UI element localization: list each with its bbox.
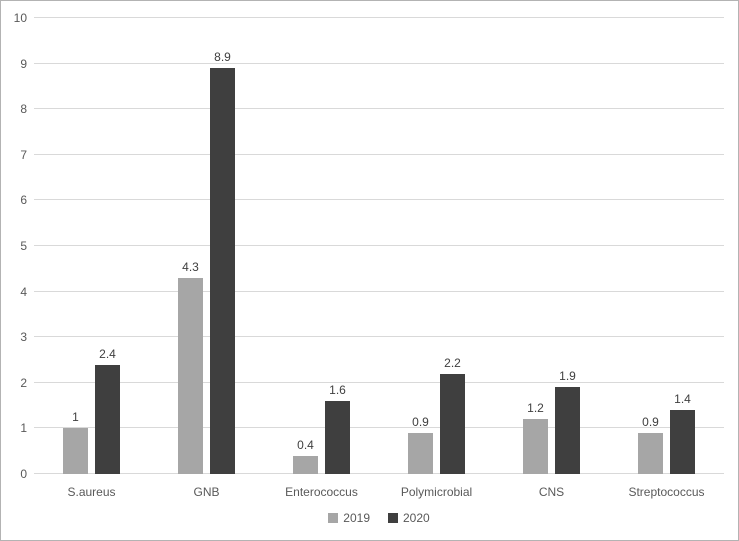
gridline-y-9 <box>34 63 724 64</box>
data-label-2019-s-aureus: 1 <box>72 410 79 424</box>
data-label-2019-gnb: 4.3 <box>182 260 199 274</box>
x-axis-category-label-enterococcus: Enterococcus <box>285 485 358 499</box>
data-label-2020-cns: 1.9 <box>559 369 576 383</box>
data-label-2020-gnb: 8.9 <box>214 50 231 64</box>
y-axis-tick-label-10: 10 <box>13 11 27 25</box>
bar-2019-enterococcus <box>293 456 318 474</box>
bar-2020-polymicrobial <box>440 374 465 474</box>
y-axis-tick-label-8: 8 <box>20 102 27 116</box>
bar-2019-polymicrobial <box>408 433 433 474</box>
data-label-2019-polymicrobial: 0.9 <box>412 415 429 429</box>
legend-item-2019: 2019 <box>328 511 370 525</box>
y-axis-tick-label-0: 0 <box>20 467 27 481</box>
data-label-2019-cns: 1.2 <box>527 401 544 415</box>
bar-2020-s-aureus <box>95 365 120 474</box>
x-axis-category-label-polymicrobial: Polymicrobial <box>400 485 473 499</box>
gridline-y-4 <box>34 291 724 292</box>
data-label-2019-enterococcus: 0.4 <box>297 438 314 452</box>
gridline-y-5 <box>34 245 724 246</box>
gridline-y-8 <box>34 108 724 109</box>
legend-label-2020: 2020 <box>403 511 430 525</box>
y-axis-tick-label-2: 2 <box>20 376 27 390</box>
data-label-2020-streptococcus: 1.4 <box>674 392 691 406</box>
y-axis-tick-label-9: 9 <box>20 57 27 71</box>
legend-swatch-2019 <box>328 513 339 523</box>
bar-2020-streptococcus <box>670 410 695 474</box>
legend: 2019 2020 <box>34 511 724 525</box>
data-label-2020-polymicrobial: 2.2 <box>444 356 461 370</box>
gridline-y-6 <box>34 199 724 200</box>
bar-2020-gnb <box>210 68 235 474</box>
y-axis-tick-label-7: 7 <box>20 148 27 162</box>
gridline-y-2 <box>34 382 724 383</box>
x-axis-category-label-s-aureus: S.aureus <box>67 485 116 499</box>
gridline-y-1 <box>34 427 724 428</box>
gridline-y-0 <box>34 473 724 474</box>
y-axis-tick-label-5: 5 <box>20 239 27 253</box>
gridline-y-7 <box>34 154 724 155</box>
bar-2019-cns <box>523 419 548 474</box>
legend-swatch-2020 <box>388 513 398 523</box>
legend-label-2019: 2019 <box>343 511 370 525</box>
y-axis-tick-label-4: 4 <box>20 285 27 299</box>
y-axis-tick-label-3: 3 <box>20 330 27 344</box>
bar-2020-cns <box>555 387 580 474</box>
bar-2020-enterococcus <box>325 401 350 474</box>
data-label-2020-enterococcus: 1.6 <box>329 383 346 397</box>
bar-2019-streptococcus <box>638 433 663 474</box>
legend-item-2020: 2020 <box>388 511 430 525</box>
x-axis-category-label-gnb: GNB <box>193 485 220 499</box>
bar-2019-gnb <box>178 278 203 474</box>
y-axis-tick-label-1: 1 <box>20 421 27 435</box>
data-label-2019-streptococcus: 0.9 <box>642 415 659 429</box>
x-axis-category-label-streptococcus: Streptococcus <box>628 485 705 499</box>
bar-2019-s-aureus <box>63 428 88 474</box>
x-axis-category-label-cns: CNS <box>538 485 565 499</box>
y-axis-tick-label-6: 6 <box>20 193 27 207</box>
gridline-y-3 <box>34 336 724 337</box>
plot-area: 1 2.4 4.3 8.9 0.4 1.6 0.9 2.2 1.2 1.9 0.9 1.4 <box>34 17 724 474</box>
gridline-y-10 <box>34 17 724 18</box>
data-label-2020-s-aureus: 2.4 <box>99 347 116 361</box>
